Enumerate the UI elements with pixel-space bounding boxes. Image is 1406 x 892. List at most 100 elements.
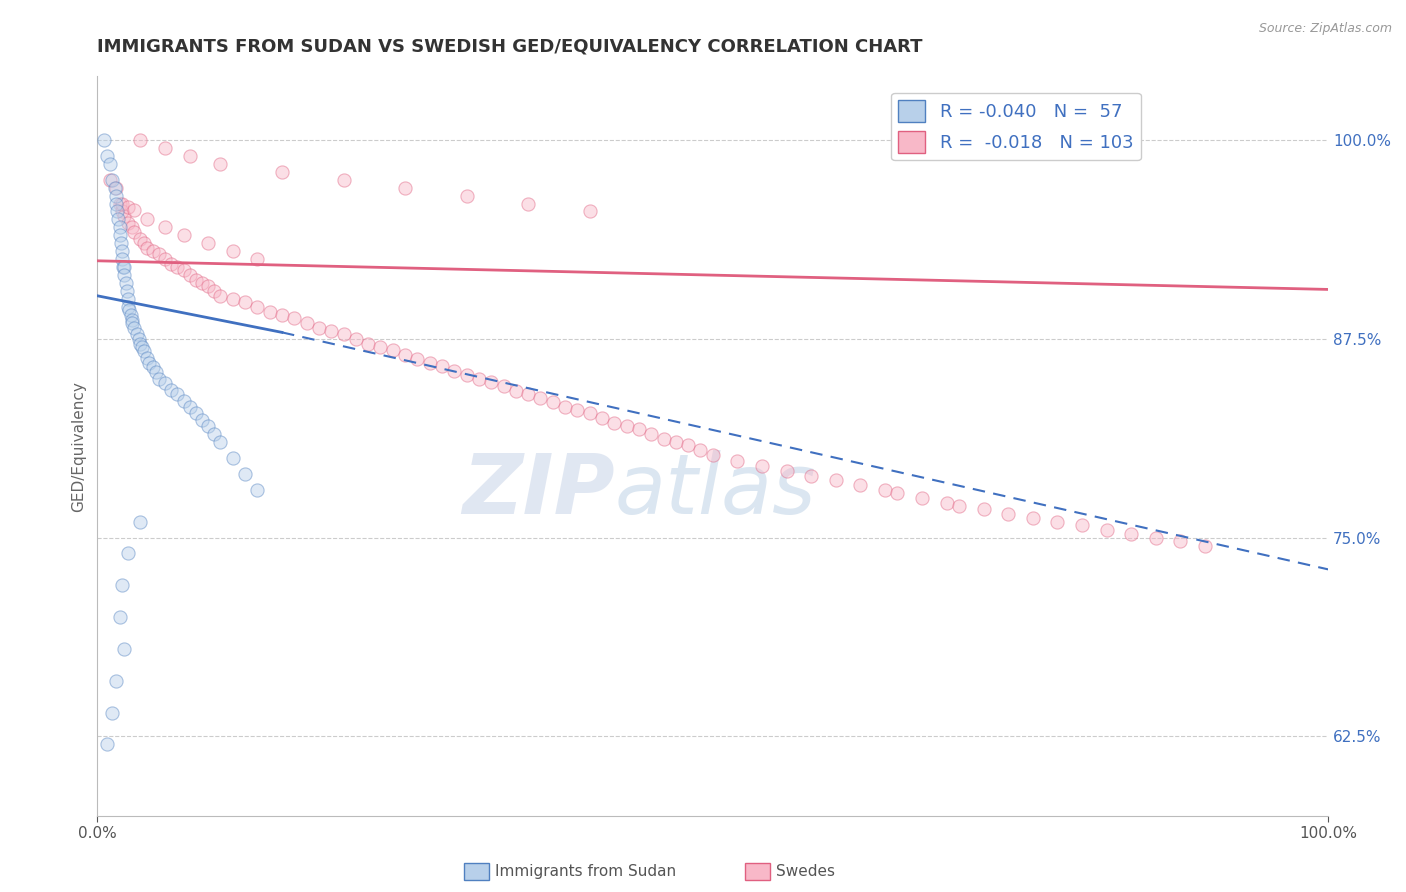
Point xyxy=(295,316,318,330)
Point xyxy=(103,180,125,194)
Point xyxy=(725,454,748,468)
Point xyxy=(179,268,201,282)
Point xyxy=(603,416,626,430)
Point xyxy=(179,149,201,163)
Point xyxy=(129,231,152,245)
Point xyxy=(935,495,957,509)
Point xyxy=(96,149,118,163)
Point xyxy=(616,419,638,434)
Point xyxy=(443,363,465,377)
Point xyxy=(111,244,134,259)
Point xyxy=(1194,539,1216,553)
Point xyxy=(112,209,135,223)
Point xyxy=(578,407,600,421)
Text: atlas: atlas xyxy=(614,450,815,531)
Point xyxy=(160,383,183,397)
Point xyxy=(124,202,146,217)
Point xyxy=(135,212,157,227)
Point xyxy=(419,356,441,370)
Point xyxy=(93,133,115,147)
Point xyxy=(111,196,134,211)
Point xyxy=(145,365,167,379)
Point xyxy=(108,228,131,243)
Point xyxy=(406,352,429,367)
Point xyxy=(479,375,502,389)
Point xyxy=(1046,515,1069,529)
Point xyxy=(873,483,896,497)
Point xyxy=(112,641,135,656)
Point xyxy=(344,332,367,346)
Point xyxy=(775,464,797,478)
Point xyxy=(173,393,195,408)
Point xyxy=(166,387,188,401)
Text: ZIP: ZIP xyxy=(461,450,614,531)
Point xyxy=(110,236,132,251)
Point xyxy=(173,263,195,277)
Text: Source: ZipAtlas.com: Source: ZipAtlas.com xyxy=(1258,22,1392,36)
Point xyxy=(114,276,136,290)
Point xyxy=(751,458,773,473)
Point xyxy=(124,225,146,239)
Point xyxy=(1095,523,1118,537)
Point xyxy=(153,252,176,267)
Point xyxy=(222,244,245,259)
Text: Immigrants from Sudan: Immigrants from Sudan xyxy=(495,864,676,879)
Point xyxy=(96,737,118,751)
Point xyxy=(179,400,201,414)
Point xyxy=(689,443,711,458)
Point xyxy=(112,268,135,282)
Point xyxy=(202,284,225,298)
Point xyxy=(886,486,908,500)
Point xyxy=(665,435,688,450)
Point xyxy=(370,340,392,354)
Point xyxy=(456,188,478,202)
Point xyxy=(973,502,995,516)
Point xyxy=(430,359,453,373)
Point xyxy=(142,244,165,259)
Point xyxy=(138,356,160,370)
Point xyxy=(202,427,225,442)
Point xyxy=(800,468,823,483)
Point xyxy=(1170,533,1192,548)
Point xyxy=(153,220,176,235)
Point xyxy=(129,515,152,529)
Point xyxy=(115,284,138,298)
Point xyxy=(271,308,294,322)
Point xyxy=(271,165,294,179)
Point xyxy=(173,228,195,243)
Point xyxy=(492,379,515,393)
Point xyxy=(578,204,600,219)
Point xyxy=(121,220,143,235)
Y-axis label: GED/Equivalency: GED/Equivalency xyxy=(72,381,86,511)
Point xyxy=(101,172,124,186)
Point xyxy=(118,303,141,318)
Point xyxy=(997,507,1019,521)
Point xyxy=(357,336,380,351)
Point xyxy=(233,467,256,481)
Point xyxy=(134,344,156,359)
Point xyxy=(517,387,540,401)
Point xyxy=(627,422,650,436)
Point xyxy=(321,324,343,338)
Point xyxy=(129,336,152,351)
Point xyxy=(129,133,152,147)
Point xyxy=(142,360,165,375)
Point xyxy=(702,448,724,462)
Point xyxy=(111,578,134,592)
Text: Swedes: Swedes xyxy=(776,864,835,879)
Point xyxy=(191,276,214,290)
Point xyxy=(112,260,135,275)
Point xyxy=(117,200,139,214)
Point xyxy=(911,491,934,505)
Point xyxy=(567,403,589,417)
Point xyxy=(381,343,404,357)
Point xyxy=(246,300,269,314)
Legend: R = -0.040   N =  57, R =  -0.018   N = 103: R = -0.040 N = 57, R = -0.018 N = 103 xyxy=(891,93,1140,161)
Point xyxy=(1144,531,1167,545)
Point xyxy=(153,376,176,391)
Point xyxy=(394,180,416,194)
Point xyxy=(1121,527,1143,541)
Point xyxy=(131,340,153,354)
Point xyxy=(117,546,139,560)
Point xyxy=(517,196,540,211)
